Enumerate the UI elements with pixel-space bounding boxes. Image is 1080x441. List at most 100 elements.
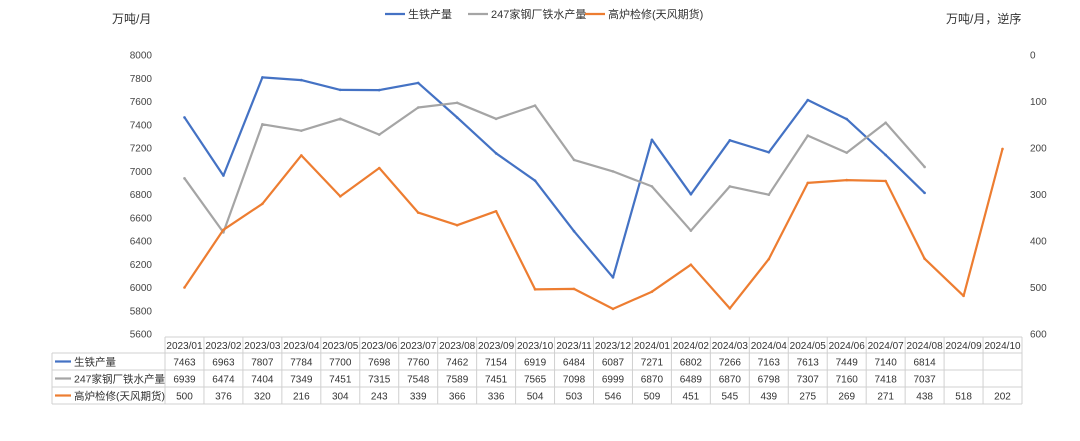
legend: 生铁产量 247家钢厂铁水产量 高炉检修(天风期货) <box>385 7 703 21</box>
series-1-point <box>300 129 303 132</box>
series-1-point <box>572 158 576 162</box>
series-1-point <box>845 151 849 154</box>
series-0-point <box>845 117 849 121</box>
table-cell: 500 <box>176 392 193 403</box>
series-line-0 <box>183 76 926 279</box>
table-cell: 503 <box>566 392 583 403</box>
series-0-point <box>611 276 615 279</box>
table-cell: 6484 <box>563 358 586 369</box>
left-axis-tick: 6000 <box>130 283 153 294</box>
table-cell: 439 <box>760 392 777 403</box>
series-line-1 <box>183 101 926 234</box>
table-cell: 7565 <box>524 375 547 386</box>
series-2-point <box>533 288 537 291</box>
series-1-point <box>494 117 498 121</box>
series-0-point <box>261 76 264 79</box>
series-1-point <box>455 101 459 105</box>
series-0-point <box>728 139 732 142</box>
table-header-cell: 2024/06 <box>829 341 866 352</box>
series-2-point <box>1001 147 1004 151</box>
table-cell: 6474 <box>212 375 235 386</box>
table-cell: 7140 <box>875 358 898 369</box>
left-axis-tick: 5800 <box>130 306 153 317</box>
table-header-cell: 2024/07 <box>868 341 905 352</box>
series-0-point <box>377 88 381 92</box>
series-1-point <box>338 117 342 121</box>
right-axis-tick: 500 <box>1030 283 1047 294</box>
right-axis-tick: 400 <box>1030 237 1047 248</box>
table-cell: 336 <box>488 392 505 403</box>
table-cell: 7807 <box>251 358 274 369</box>
table-cell: 7163 <box>758 358 781 369</box>
left-axis-tick: 7600 <box>130 97 153 108</box>
series-0-point <box>923 191 926 195</box>
table-header-cell: 2023/08 <box>439 341 476 352</box>
table-header-cell: 2024/01 <box>634 341 671 352</box>
table-cell: 7037 <box>913 375 936 386</box>
table-cell: 451 <box>683 392 700 403</box>
table-row-label-0: 生铁产量 <box>74 356 116 369</box>
data-table: 2023/01 2023/02 2023/03 2023/04 2023/05 2023/… <box>51 336 1023 405</box>
series-2-point <box>611 307 615 311</box>
table-cell: 7451 <box>329 375 352 386</box>
table-cell: 504 <box>527 392 544 403</box>
table-cell: 7307 <box>797 375 820 386</box>
series-0-point <box>533 179 537 182</box>
table-header-cell: 2023/09 <box>478 341 515 352</box>
table-header-cell: 2024/10 <box>984 341 1021 352</box>
series-0-point <box>689 192 693 196</box>
table-header-cell: 2024/05 <box>790 341 827 352</box>
table-cell: 6939 <box>173 375 196 386</box>
table-header-cell: 2024/08 <box>907 341 944 352</box>
series-1-point <box>377 133 381 136</box>
table-cell: 7784 <box>290 358 313 369</box>
series-0-point <box>650 138 654 142</box>
table-header-cell: 2023/05 <box>322 341 359 352</box>
series-0-point <box>183 116 186 119</box>
series-2-point <box>650 290 654 293</box>
table-cell: 320 <box>254 392 271 403</box>
table-cell: 509 <box>644 392 661 403</box>
table-cell: 6489 <box>680 375 703 386</box>
table-cell: 7451 <box>485 375 508 386</box>
right-axis-unit: 万吨/月，逆序 <box>946 11 1021 26</box>
left-axis-tick: 7400 <box>130 120 153 131</box>
right-axis: 0 100 200 300 400 500 600 <box>1030 51 1047 341</box>
right-axis-tick: 200 <box>1030 144 1047 155</box>
table-cell: 7700 <box>329 358 352 369</box>
table-cell: 7404 <box>251 375 274 386</box>
table-cell: 7463 <box>173 358 196 369</box>
table-cell: 546 <box>605 392 622 403</box>
series-0-point <box>494 152 498 155</box>
left-axis-unit: 万吨/月 <box>112 12 151 26</box>
table-cell: 339 <box>410 392 427 403</box>
series-0-point <box>455 116 459 119</box>
series-1-point <box>183 177 186 180</box>
legend-label-1: 247家钢厂铁水产量 <box>491 7 586 21</box>
series-2-point <box>300 154 303 157</box>
legend-label-2: 高炉检修(天风期货) <box>608 7 703 21</box>
legend-label-0: 生铁产量 <box>408 7 452 21</box>
table-header-cell: 2023/10 <box>517 341 554 352</box>
table-cell: 7315 <box>368 375 391 386</box>
table-cell: 7271 <box>641 358 664 369</box>
series-2-point <box>845 178 849 182</box>
table-header-cell: 2023/02 <box>205 341 242 352</box>
table-cell: 438 <box>916 392 933 403</box>
series-0-point <box>767 151 771 154</box>
table-cell: 7349 <box>290 375 313 386</box>
series-2-point <box>806 181 810 185</box>
table-header-cell: 2024/09 <box>945 341 982 352</box>
left-axis-tick: 7800 <box>130 74 153 85</box>
series-2-point <box>377 166 381 170</box>
right-axis-tick: 600 <box>1030 330 1047 341</box>
series-1-point <box>650 185 654 188</box>
table-header-cell: 2024/02 <box>673 341 710 352</box>
right-axis-tick: 100 <box>1030 97 1047 108</box>
series-0-point <box>300 78 303 82</box>
table-cell: 6802 <box>680 358 703 369</box>
table-header-cell: 2023/01 <box>166 341 203 352</box>
table-cell: 7266 <box>719 358 742 369</box>
table-cell: 545 <box>721 392 738 403</box>
